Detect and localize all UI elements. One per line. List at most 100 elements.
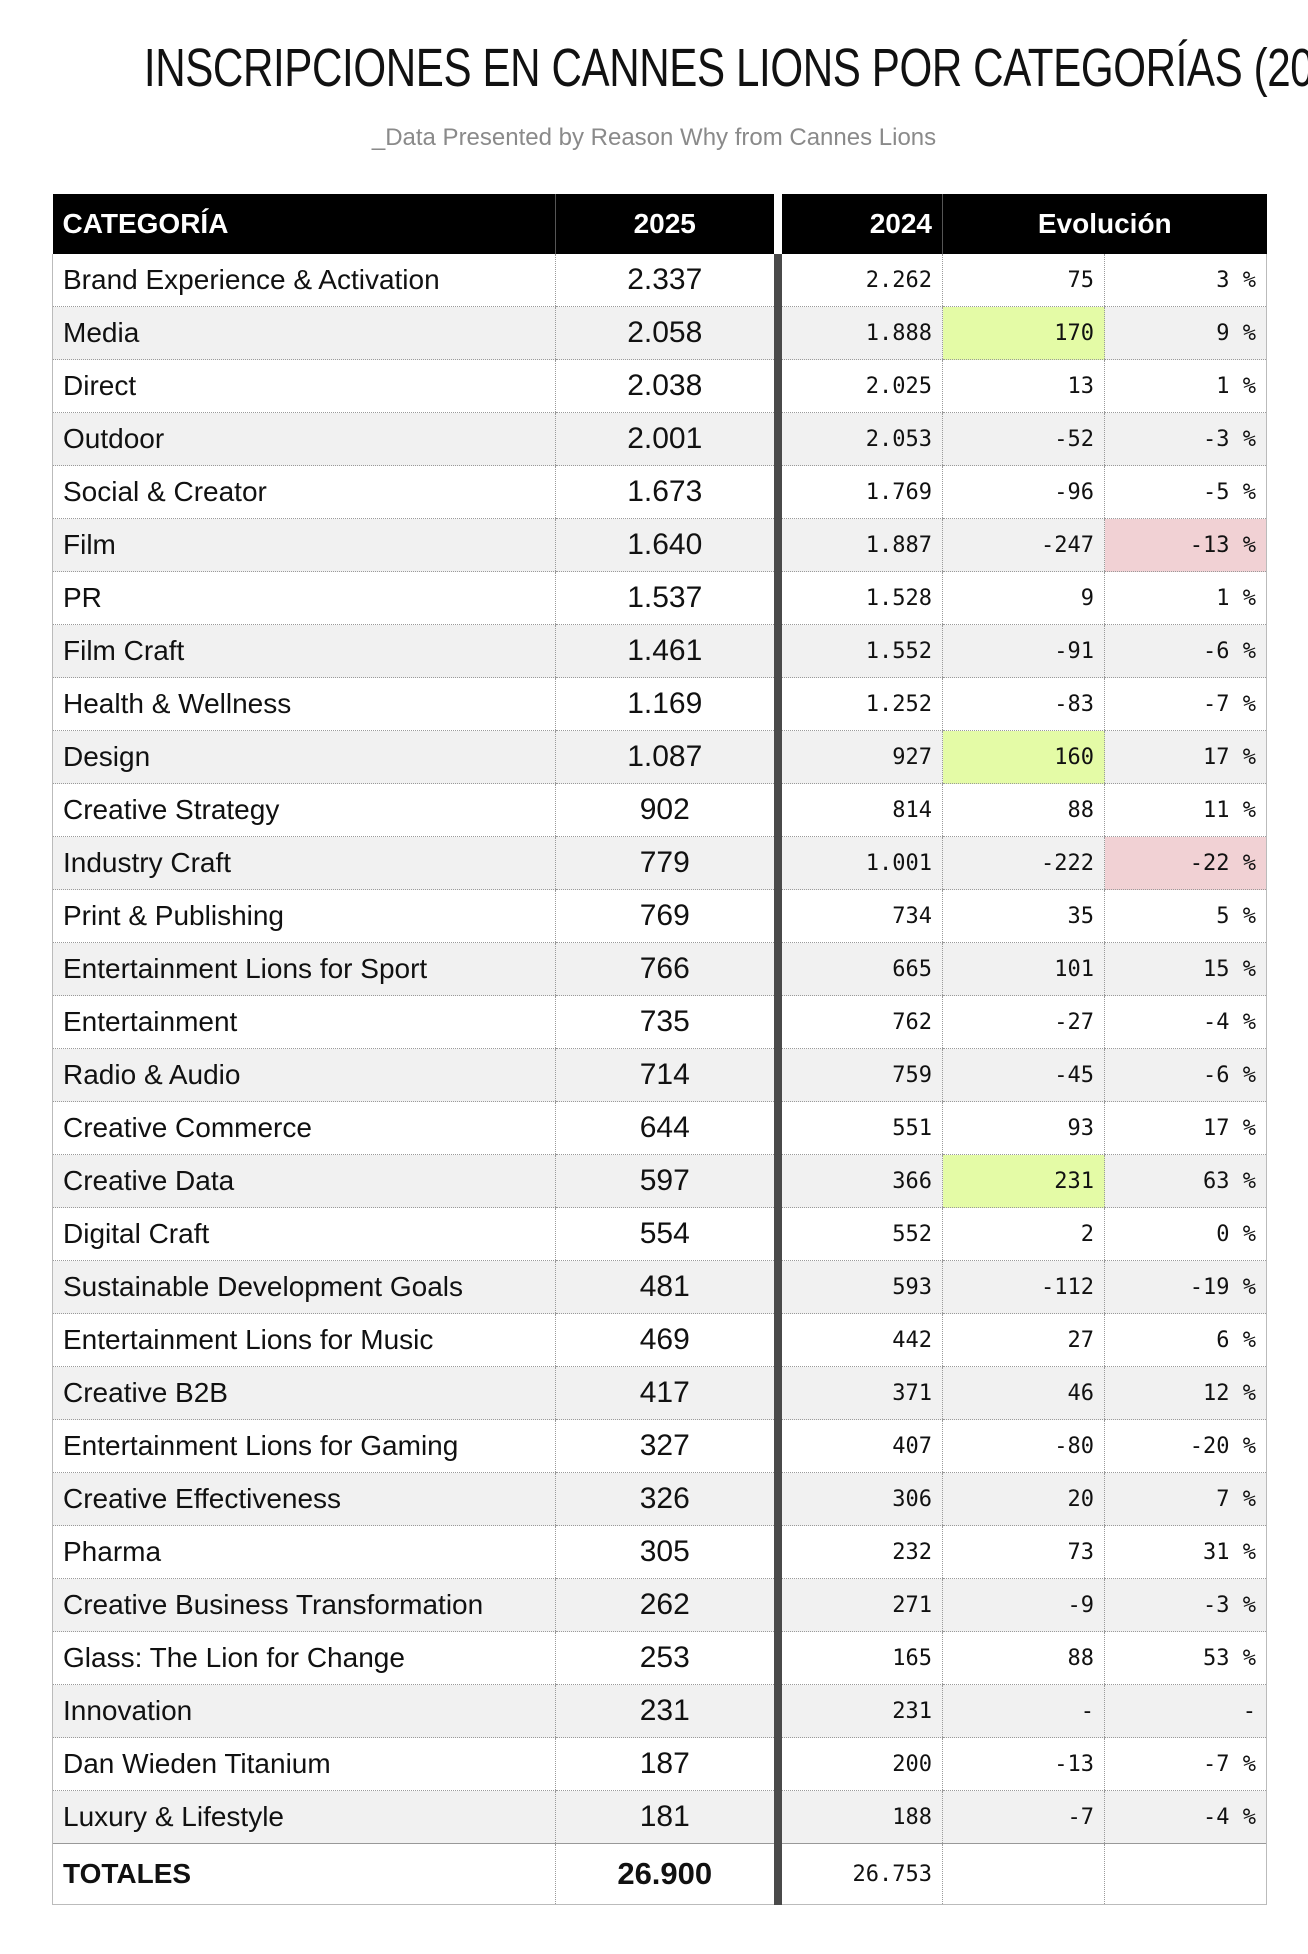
value-2025-cell: 779 (555, 836, 774, 890)
category-cell: Creative Strategy (52, 783, 556, 837)
column-separator (773, 306, 782, 360)
evolution-pct-cell: 63 % (1103, 1154, 1268, 1208)
evolution-diff-cell: -80 (942, 1419, 1105, 1473)
column-separator (773, 1631, 782, 1685)
value-2025-cell: 2.058 (555, 306, 774, 360)
category-cell: Dan Wieden Titanium (52, 1737, 556, 1791)
value-2025-cell: 417 (555, 1366, 774, 1420)
column-separator (773, 836, 782, 890)
column-separator (773, 942, 782, 996)
value-2025-cell: 187 (555, 1737, 774, 1791)
column-separator (773, 677, 782, 731)
evolution-diff-cell: 93 (942, 1101, 1105, 1155)
value-2025-cell: 902 (555, 783, 774, 837)
column-separator (773, 1419, 782, 1473)
evolution-diff-cell: -96 (942, 465, 1105, 519)
evolution-pct-cell: 15 % (1103, 942, 1268, 996)
column-separator (773, 730, 782, 784)
column-separator (773, 359, 782, 413)
value-2025-cell: 481 (555, 1260, 774, 1314)
totals-2024: 26.753 (781, 1843, 943, 1905)
evolution-pct-cell: 17 % (1103, 730, 1268, 784)
totals-diff (942, 1843, 1105, 1905)
value-2025-cell: 2.038 (555, 359, 774, 413)
table-body: Brand Experience & Activation 2.337 2.262 7… (52, 254, 1268, 1844)
totals-pct (1103, 1843, 1268, 1905)
evolution-pct-cell: -4 % (1103, 995, 1268, 1049)
column-separator (773, 624, 782, 678)
value-2025-cell: 1.537 (555, 571, 774, 625)
table-row: Innovation 231 231- - (52, 1684, 1268, 1738)
header-2024: 2024 (781, 194, 943, 254)
totals-label: TOTALES (52, 1843, 556, 1905)
column-separator (773, 254, 782, 307)
category-cell: Brand Experience & Activation (52, 254, 556, 307)
evolution-diff-cell: -247 (942, 518, 1105, 572)
table-row: Entertainment Lions for Sport 766 665 101 15… (52, 942, 1268, 996)
table-header-row: CATEGORÍA 2025 2024 Evolución (52, 194, 1267, 254)
column-separator (773, 1048, 782, 1102)
evolution-diff-cell: -222 (942, 836, 1105, 890)
value-2025-cell: 231 (555, 1684, 774, 1738)
value-2024-cell: 734 (781, 889, 943, 943)
column-separator (773, 783, 782, 837)
evolution-diff-cell: 2 (942, 1207, 1105, 1261)
totals-row: TOTALES 26.900 26.753 (52, 1843, 1268, 1905)
table-row: Luxury & Lifestyle 181 188 -7 -4 % (52, 1790, 1268, 1844)
value-2025-cell: 766 (555, 942, 774, 996)
value-2024-cell: 442 (781, 1313, 943, 1367)
evolution-diff-cell: 73 (942, 1525, 1105, 1579)
table-row: Health & Wellness 1.169 1.252 -83 -7 % (52, 677, 1268, 731)
column-separator (773, 1101, 782, 1155)
column-separator (773, 889, 782, 943)
evolution-diff-cell: 20 (942, 1472, 1105, 1526)
value-2025-cell: 1.461 (555, 624, 774, 678)
table-row: Entertainment 735 762 -27 -4 % (52, 995, 1268, 1049)
value-2025-cell: 554 (555, 1207, 774, 1261)
evolution-pct-cell: -3 % (1103, 412, 1268, 466)
value-2025-cell: 305 (555, 1525, 774, 1579)
evolution-pct-cell: 3 % (1103, 254, 1268, 307)
value-2024-cell: 552 (781, 1207, 943, 1261)
table-row: Sustainable Development Goals 481 593 -112-… (52, 1260, 1268, 1314)
value-2024-cell: 593 (781, 1260, 943, 1314)
value-2025-cell: 2.337 (555, 254, 774, 307)
value-2024-cell: 2.025 (781, 359, 943, 413)
value-2025-cell: 469 (555, 1313, 774, 1367)
evolution-diff-cell: 35 (942, 889, 1105, 943)
value-2025-cell: 769 (555, 889, 774, 943)
evolution-pct-cell: -7 % (1103, 677, 1268, 731)
category-cell: Luxury & Lifestyle (52, 1790, 556, 1844)
evolution-pct-cell: 6 % (1103, 1313, 1268, 1367)
table-row: Entertainment Lions for Gaming 327 407 -80-… (52, 1419, 1268, 1473)
value-2025-cell: 644 (555, 1101, 774, 1155)
evolution-diff-cell: 170 (942, 306, 1105, 360)
table-row: Direct 2.038 2.025 13 1 % (52, 359, 1268, 413)
table-row: Dan Wieden Titanium 187 200 -13 -7 % (52, 1737, 1268, 1791)
column-separator (773, 1790, 782, 1844)
header-2025: 2025 (555, 194, 774, 254)
evolution-pct-cell: 9 % (1103, 306, 1268, 360)
category-cell: Outdoor (52, 412, 556, 466)
table-row: Glass: The Lion for Change 253 165 88 53 % (52, 1631, 1268, 1685)
category-cell: Glass: The Lion for Change (52, 1631, 556, 1685)
table-row: Creative B2B 417 371 46 12 % (52, 1366, 1268, 1420)
evolution-diff-cell: 9 (942, 571, 1105, 625)
header-category: CATEGORÍA (52, 194, 556, 254)
column-separator (773, 1366, 782, 1420)
evolution-diff-cell: -45 (942, 1048, 1105, 1102)
evolution-diff-cell: 88 (942, 783, 1105, 837)
value-2025-cell: 2.001 (555, 412, 774, 466)
value-2024-cell: 2.053 (781, 412, 943, 466)
evolution-pct-cell: 1 % (1103, 359, 1268, 413)
column-separator (773, 518, 782, 572)
value-2025-cell: 326 (555, 1472, 774, 1526)
evolution-diff-cell: 231 (942, 1154, 1105, 1208)
table-row: Creative Effectiveness 326 306 20 7 % (52, 1472, 1268, 1526)
value-2024-cell: 665 (781, 942, 943, 996)
evolution-diff-cell: -83 (942, 677, 1105, 731)
value-2024-cell: 232 (781, 1525, 943, 1579)
evolution-pct-cell: 5 % (1103, 889, 1268, 943)
value-2025-cell: 1.169 (555, 677, 774, 731)
table-row: Creative Strategy 902 814 88 11 % (52, 783, 1268, 837)
